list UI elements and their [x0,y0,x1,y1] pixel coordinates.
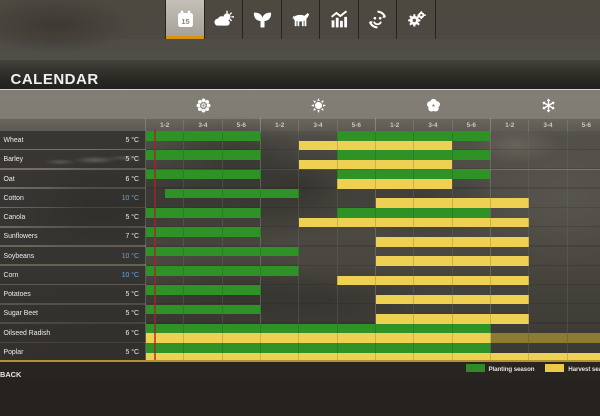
svg-text:15: 15 [181,16,189,25]
